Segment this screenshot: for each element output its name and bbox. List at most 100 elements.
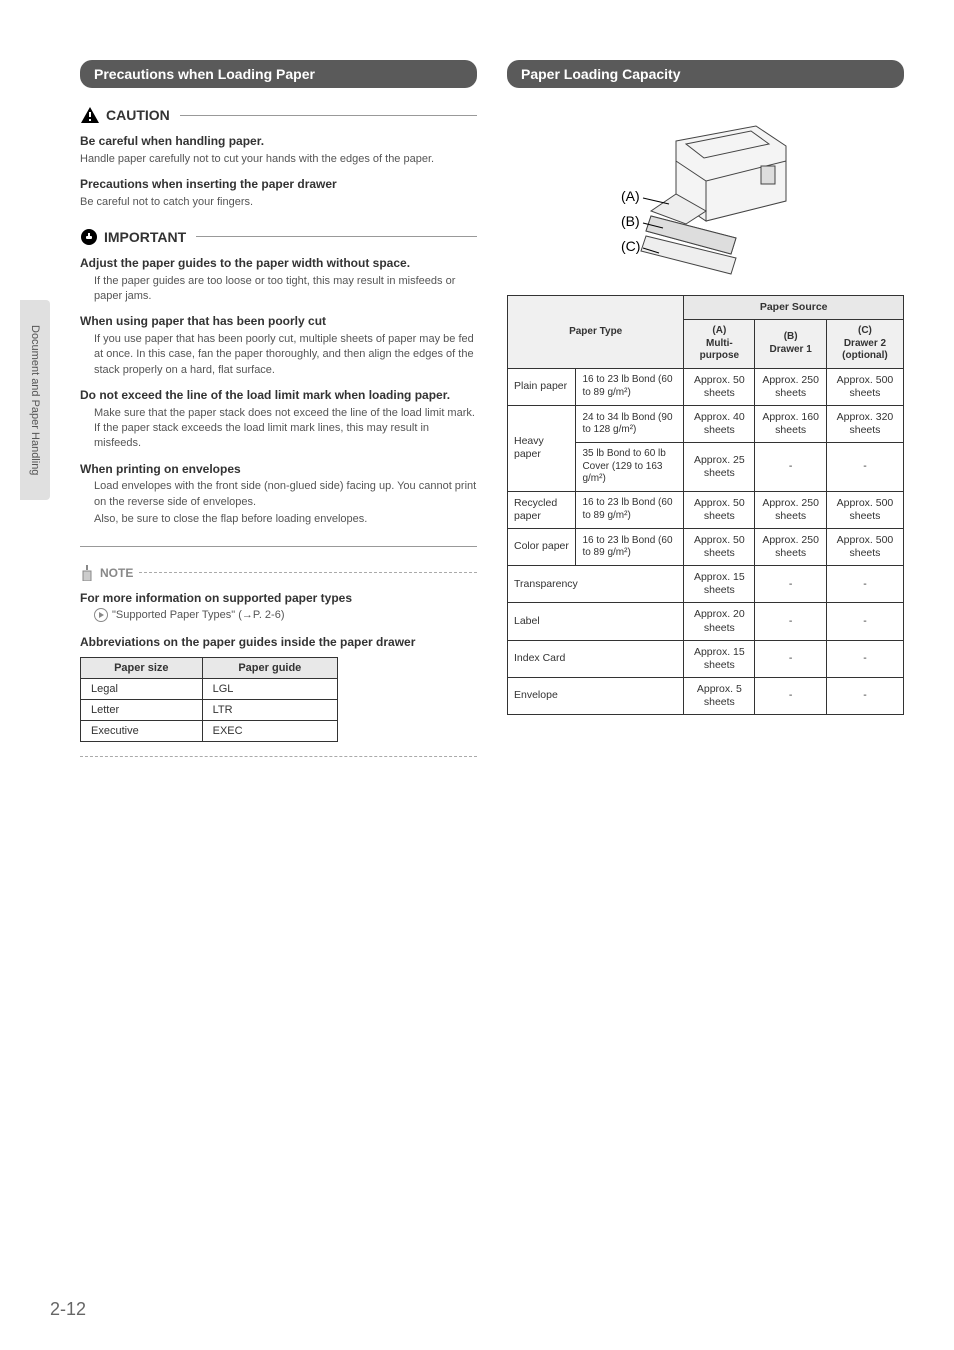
cap-col-a: (A)Multi-purpose: [684, 320, 755, 369]
left-column: Precautions when Loading Paper CAUTION B…: [80, 60, 477, 757]
cap-r4-v2: Approx. 500 sheets: [826, 528, 903, 565]
right-section-header: Paper Loading Capacity: [507, 60, 904, 88]
note-ref-heading: For more information on supported paper …: [80, 591, 477, 607]
cap-r3-label: Recycled paper: [508, 491, 576, 528]
important-label: IMPORTANT: [104, 229, 186, 245]
cap-r6-v2: -: [826, 603, 903, 640]
side-tab: Document and Paper Handling: [20, 300, 50, 500]
imp-body-1: If you use paper that has been poorly cu…: [94, 332, 477, 378]
imp-head-1: When using paper that has been poorly cu…: [80, 314, 477, 330]
cap-r4-label: Color paper: [508, 528, 576, 565]
abbrev-th-1: Paper guide: [202, 657, 337, 678]
cap-r5-v0: Approx. 15 sheets: [684, 566, 755, 603]
cap-r2-v0: Approx. 25 sheets: [684, 443, 755, 492]
note-table-heading: Abbreviations on the paper guides inside…: [80, 635, 477, 651]
cap-r1-v0: Approx. 40 sheets: [684, 405, 755, 442]
cap-r2-spec: 35 lb Bond to 60 lb Cover (129 to 163 g/…: [576, 443, 684, 492]
caution-header: CAUTION: [80, 106, 477, 124]
cap-col-b: (B)Drawer 1: [755, 320, 827, 369]
cap-source-header: Paper Source: [684, 296, 904, 320]
svg-text:(A): (A): [621, 188, 640, 204]
imp-body-3b: Also, be sure to close the flap before l…: [94, 512, 477, 527]
imp-head-2: Do not exceed the line of the load limit…: [80, 388, 477, 404]
abbrev-th-0: Paper size: [81, 657, 203, 678]
note-ref-text: "Supported Paper Types" (→P. 2-6): [112, 609, 285, 621]
cap-r0-v1: Approx. 250 sheets: [755, 368, 827, 405]
abbrev-row-1: Letter LTR: [81, 699, 338, 720]
printer-svg: (A) (B) (C): [591, 106, 821, 276]
cap-r0-label: Plain paper: [508, 368, 576, 405]
cap-r3-v2: Approx. 500 sheets: [826, 491, 903, 528]
note-ref-link[interactable]: "Supported Paper Types" (→P. 2-6): [94, 608, 285, 622]
abbrev-r0c0: Legal: [81, 678, 203, 699]
imp-head-0: Adjust the paper guides to the paper wid…: [80, 256, 477, 272]
cap-r5-v1: -: [755, 566, 827, 603]
cap-r7-label: Index Card: [508, 640, 684, 677]
cap-r0-spec: 16 to 23 lb Bond (60 to 89 g/m²): [576, 368, 684, 405]
note-header: NOTE: [80, 565, 477, 581]
cap-r1-v1: Approx. 160 sheets: [755, 405, 827, 442]
abbrev-header-row: Paper size Paper guide: [81, 657, 338, 678]
note-icon: [80, 565, 94, 581]
cap-r8-label: Envelope: [508, 677, 684, 714]
cap-r6-v0: Approx. 20 sheets: [684, 603, 755, 640]
dashed-divider: [80, 756, 477, 757]
cap-r8-v2: -: [826, 677, 903, 714]
important-header: IMPORTANT: [80, 228, 477, 246]
abbrev-row-0: Legal LGL: [81, 678, 338, 699]
page-number: 2-12: [50, 1299, 86, 1320]
cap-r3-v1: Approx. 250 sheets: [755, 491, 827, 528]
cap-r1-label: Heavy paper: [508, 405, 576, 491]
printer-diagram: (A) (B) (C): [507, 106, 904, 279]
caution-body-0: Handle paper carefully not to cut your h…: [80, 152, 477, 167]
abbrev-r1c1: LTR: [202, 699, 337, 720]
cap-r0-v0: Approx. 50 sheets: [684, 368, 755, 405]
imp-body-3: Load envelopes with the front side (non-…: [94, 479, 477, 510]
cap-r7-v0: Approx. 15 sheets: [684, 640, 755, 677]
cap-r4-v0: Approx. 50 sheets: [684, 528, 755, 565]
caution-heading-1: Precautions when inserting the paper dra…: [80, 177, 477, 193]
abbrev-r0c1: LGL: [202, 678, 337, 699]
cap-type-header: Paper Type: [508, 296, 684, 369]
cap-r7-v2: -: [826, 640, 903, 677]
cap-r3-spec: 16 to 23 lb Bond (60 to 89 g/m²): [576, 491, 684, 528]
solid-divider: [80, 546, 477, 547]
imp-body-2: Make sure that the paper stack does not …: [94, 406, 477, 452]
imp-head-3: When printing on envelopes: [80, 462, 477, 478]
imp-body-0: If the paper guides are too loose or too…: [94, 274, 477, 305]
important-icon: [80, 228, 98, 246]
cap-r4-v1: Approx. 250 sheets: [755, 528, 827, 565]
caution-label: CAUTION: [106, 107, 170, 123]
caution-body-1: Be careful not to catch your fingers.: [80, 195, 477, 210]
cap-r5-v2: -: [826, 566, 903, 603]
cap-r1-spec: 24 to 34 lb Bond (90 to 128 g/m²): [576, 405, 684, 442]
cap-r2-v2: -: [826, 443, 903, 492]
cap-r7-v1: -: [755, 640, 827, 677]
cap-r4-spec: 16 to 23 lb Bond (60 to 89 g/m²): [576, 528, 684, 565]
caution-heading-0: Be careful when handling paper.: [80, 134, 477, 150]
cap-r3-v0: Approx. 50 sheets: [684, 491, 755, 528]
cap-r8-v1: -: [755, 677, 827, 714]
cap-r6-v1: -: [755, 603, 827, 640]
svg-text:(C): (C): [621, 238, 640, 254]
cap-r2-v1: -: [755, 443, 827, 492]
cap-r5-label: Transparency: [508, 566, 684, 603]
cap-r1-v2: Approx. 320 sheets: [826, 405, 903, 442]
cap-r6-label: Label: [508, 603, 684, 640]
cap-r0-v2: Approx. 500 sheets: [826, 368, 903, 405]
side-tab-label: Document and Paper Handling: [29, 325, 41, 475]
svg-text:(B): (B): [621, 213, 640, 229]
abbrev-r2c0: Executive: [81, 720, 203, 741]
abbrev-r1c0: Letter: [81, 699, 203, 720]
left-section-header: Precautions when Loading Paper: [80, 60, 477, 88]
abbrev-row-2: Executive EXEC: [81, 720, 338, 741]
right-column: Paper Loading Capacity: [507, 60, 904, 757]
capacity-table: Paper Type Paper Source (A)Multi-purpose…: [507, 295, 904, 715]
cap-r8-v0: Approx. 5 sheets: [684, 677, 755, 714]
abbrev-table: Paper size Paper guide Legal LGL Letter …: [80, 657, 338, 742]
note-label: NOTE: [100, 566, 133, 580]
abbrev-r2c1: EXEC: [202, 720, 337, 741]
cap-col-c: (C)Drawer 2(optional): [826, 320, 903, 369]
ref-arrow-icon: [94, 608, 108, 622]
caution-icon: [80, 106, 100, 124]
